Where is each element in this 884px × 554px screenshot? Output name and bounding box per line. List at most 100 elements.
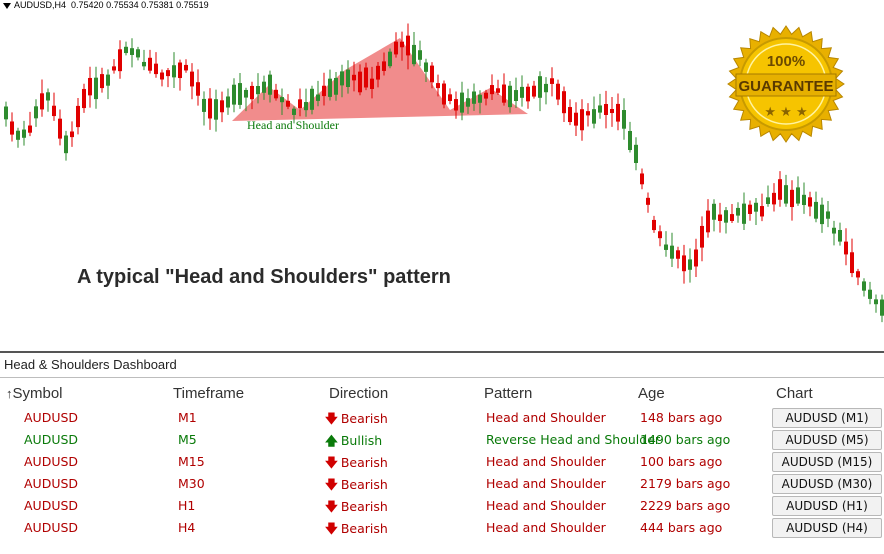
candle-bear: [568, 107, 572, 123]
candle-bear: [616, 103, 620, 122]
candle-bear: [118, 49, 122, 72]
candle-bear: [604, 103, 608, 115]
column-header-age[interactable]: Age: [638, 385, 665, 402]
candle-bear: [526, 86, 530, 102]
candle-bear: [166, 70, 170, 77]
open-chart-button[interactable]: AUDUSD (M5): [772, 430, 882, 450]
candle-bull: [736, 207, 740, 216]
cell-symbol: AUDUSD: [24, 432, 79, 447]
candle-bull: [244, 89, 248, 98]
cell-timeframe: H1: [178, 498, 196, 513]
candle-bull: [460, 92, 464, 113]
candle-bear: [196, 82, 200, 96]
candle-bull: [172, 65, 176, 78]
candle-bear: [448, 94, 452, 101]
candle-bear: [586, 111, 590, 116]
open-chart-button[interactable]: AUDUSD (M30): [772, 474, 882, 494]
candle-bull: [304, 102, 308, 111]
candle-bull: [598, 105, 602, 113]
ticker-symbol: AUDUSD,H4: [14, 0, 67, 10]
column-header-chart[interactable]: Chart: [776, 385, 813, 402]
candle-bear: [808, 197, 812, 207]
candle-bear: [844, 241, 848, 255]
candle-bull: [880, 299, 884, 316]
candle-bull: [226, 96, 230, 108]
column-header-direction[interactable]: Direction: [329, 385, 389, 402]
candle-bull: [538, 76, 542, 98]
badge-line1: 100%: [767, 53, 805, 70]
candle-bull: [796, 187, 800, 204]
candle-bull: [316, 94, 320, 101]
candle-bear: [790, 189, 794, 208]
cell-direction: 🡇 Bearish: [325, 520, 388, 541]
candle-bear: [382, 61, 386, 71]
candle-bear: [82, 88, 86, 109]
candle-bull: [280, 97, 284, 103]
candle-bull: [340, 71, 344, 86]
candle-bull: [466, 98, 470, 107]
column-header-timeframe[interactable]: Timeframe: [173, 385, 245, 402]
candle-bear: [574, 112, 578, 126]
candle-bull: [628, 130, 632, 151]
candle-bull: [4, 106, 8, 120]
candle-bear: [652, 219, 656, 231]
dropdown-triangle-icon[interactable]: [3, 2, 11, 9]
open-chart-button[interactable]: AUDUSD (H4): [772, 518, 882, 538]
candle-bear: [502, 84, 506, 103]
candle-bear: [436, 83, 440, 89]
ticker-ohlc: 0.75420 0.75534 0.75381 0.75519: [71, 0, 209, 10]
candle-bull: [868, 289, 872, 299]
price-chart[interactable]: Head and Shoulder AUDUSD,H4 0.75420 0.75…: [0, 0, 884, 352]
candle-bear: [682, 255, 686, 272]
candle-bull: [418, 50, 422, 60]
arrow-up-icon: 🡅: [325, 433, 338, 448]
column-header-pattern[interactable]: Pattern: [484, 385, 533, 402]
candle-bull: [544, 83, 548, 93]
open-chart-button[interactable]: AUDUSD (M1): [772, 408, 882, 428]
candle-bull: [16, 130, 20, 140]
candle-bull: [328, 78, 332, 97]
candle-bear: [430, 65, 434, 83]
candle-bear: [772, 192, 776, 205]
panel-divider[interactable]: [0, 351, 884, 353]
candle-bear: [58, 118, 62, 139]
cell-age: 100 bars ago: [640, 454, 723, 469]
candle-bear: [364, 67, 368, 88]
candle-bear: [178, 62, 182, 79]
candle-bear: [400, 41, 404, 48]
candle-bear: [442, 83, 446, 105]
candle-bear: [100, 74, 104, 89]
arrow-down-icon: 🡇: [325, 477, 338, 492]
column-header-symbol[interactable]: ↑Symbol: [6, 385, 63, 402]
candle-bull: [106, 74, 110, 86]
candle-bear: [496, 88, 500, 93]
cell-symbol: AUDUSD: [24, 476, 79, 491]
candle-bear: [208, 98, 212, 119]
arrow-down-icon: 🡇: [325, 499, 338, 514]
cell-symbol: AUDUSD: [24, 454, 79, 469]
candle-bull: [388, 51, 392, 67]
cell-timeframe: M15: [178, 454, 205, 469]
candle-bear: [694, 249, 698, 267]
badge-stars: ★ ★ ★: [764, 105, 807, 120]
candle-bull: [688, 259, 692, 270]
cell-pattern: Head and Shoulder: [486, 476, 606, 491]
candle-bear: [184, 64, 188, 71]
direction-text: Bearish: [340, 455, 388, 470]
candles-group: [4, 23, 884, 323]
candle-bull: [670, 245, 674, 259]
candle-bear: [394, 41, 398, 55]
chart-ticker: AUDUSD,H4 0.75420 0.75534 0.75381 0.7551…: [3, 0, 209, 10]
candle-bear: [190, 71, 194, 87]
candle-bull: [838, 229, 842, 242]
open-chart-button[interactable]: AUDUSD (H1): [772, 496, 882, 516]
candle-bull: [334, 77, 338, 95]
candle-bull: [742, 203, 746, 224]
candle-bear: [484, 92, 488, 99]
candle-bear: [850, 252, 854, 274]
direction-text: Bearish: [340, 521, 388, 536]
candle-bull: [724, 210, 728, 223]
candle-bull: [46, 92, 50, 101]
cell-pattern: Head and Shoulder: [486, 520, 606, 535]
open-chart-button[interactable]: AUDUSD (M15): [772, 452, 882, 472]
